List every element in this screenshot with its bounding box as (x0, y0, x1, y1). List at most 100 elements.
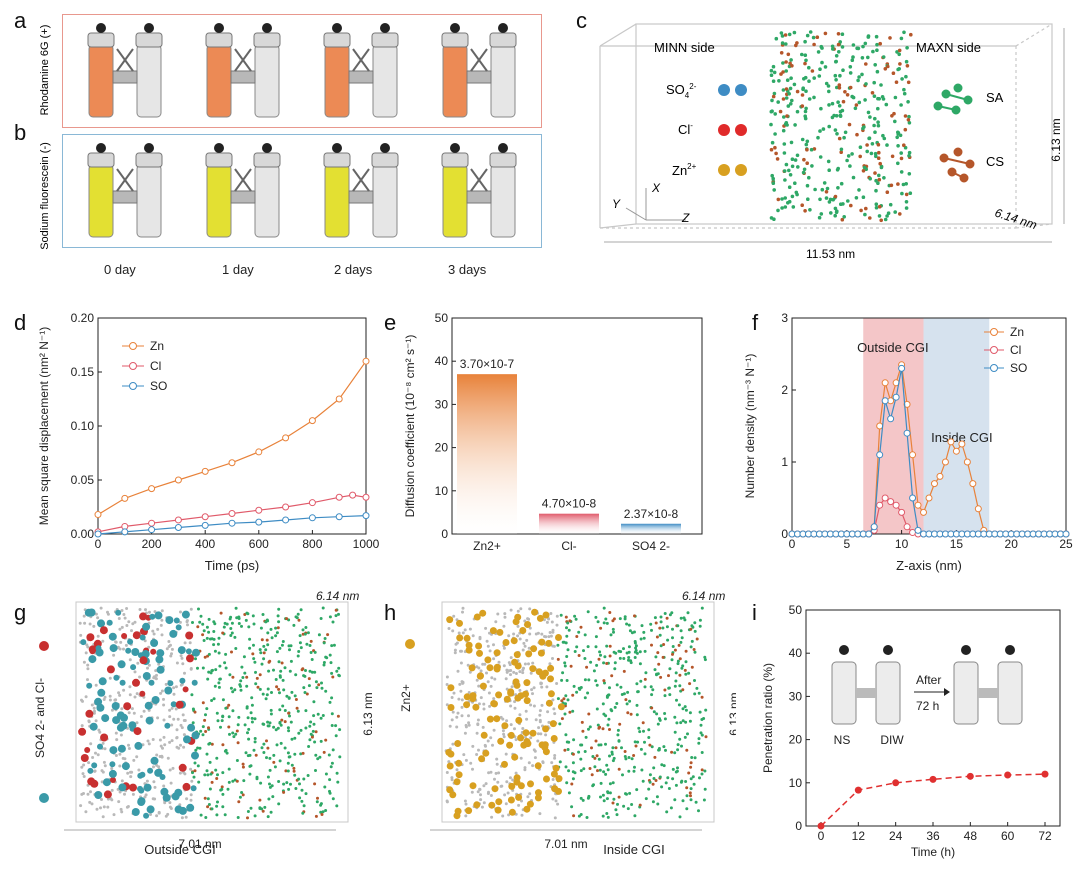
atom (164, 682, 168, 686)
polymer-atom (836, 166, 840, 171)
atom (556, 697, 560, 701)
atom (175, 661, 179, 665)
atom (698, 710, 702, 714)
atom (261, 692, 265, 696)
atom (652, 777, 656, 780)
atom (534, 632, 538, 636)
polymer-atom (871, 49, 875, 54)
atom (179, 723, 183, 727)
ion (146, 805, 155, 814)
legend-marker (129, 362, 137, 370)
atom (114, 731, 118, 735)
atom (152, 632, 156, 636)
atom (256, 685, 260, 689)
x-tick-label: 12 (852, 829, 866, 843)
atom (664, 781, 668, 785)
atom (700, 768, 704, 772)
atom (540, 681, 543, 685)
atom (614, 808, 618, 812)
atom (579, 757, 583, 761)
polymer-atom (810, 69, 815, 73)
atom (235, 729, 239, 733)
dim-z-text: 6.14 nm (316, 589, 359, 603)
atom (292, 769, 296, 773)
atom (178, 620, 182, 624)
polymer-atom (906, 80, 911, 85)
polymer-atom (804, 89, 808, 93)
polymer-atom (826, 159, 831, 164)
polymer-atom (784, 96, 789, 100)
atom (252, 622, 256, 626)
atom (566, 621, 570, 625)
atom (519, 607, 523, 611)
left-cap (205, 32, 233, 48)
atom (244, 751, 248, 755)
atom (253, 717, 257, 721)
atom (475, 731, 479, 735)
atom (643, 740, 646, 744)
polymer-atom (822, 181, 827, 185)
atom (604, 714, 608, 718)
polymer-atom (779, 31, 784, 35)
polymer-atom (866, 35, 871, 39)
ion (529, 665, 537, 673)
polymer-atom (769, 109, 774, 114)
data-point (148, 519, 156, 527)
atom (317, 683, 321, 687)
atom (625, 622, 629, 626)
right-cap (371, 152, 399, 168)
polymer-atom (837, 86, 842, 90)
atom (513, 727, 516, 731)
atom (248, 772, 252, 776)
ion (164, 722, 171, 729)
panel-c-label: c (576, 8, 587, 33)
legend-label: Zn (1010, 325, 1024, 339)
ion (187, 723, 196, 732)
after-label: After (916, 673, 941, 687)
polymer-atom (904, 74, 908, 79)
atom (223, 813, 227, 817)
atom (643, 677, 647, 681)
dim-y-text: 6.13 nm (1049, 118, 1063, 161)
atom (547, 720, 551, 724)
atom (691, 775, 695, 779)
atom (605, 621, 609, 625)
atom (628, 629, 632, 633)
polymer-atom (908, 191, 913, 195)
atom (692, 648, 696, 651)
polymer-atom (787, 185, 792, 189)
atom (180, 726, 184, 730)
box-back (441, 601, 715, 823)
atom (254, 670, 257, 674)
atom (316, 796, 319, 800)
ion (141, 650, 150, 658)
atom (219, 611, 223, 615)
axis-x-label: X (651, 181, 661, 195)
atom (221, 631, 225, 635)
right-cap (135, 152, 163, 168)
polymer-atom (828, 197, 833, 202)
ion (118, 783, 127, 792)
clamp-line (116, 168, 134, 192)
data-point (966, 772, 974, 780)
atom (514, 771, 518, 775)
connector (856, 688, 876, 698)
atom (228, 617, 232, 621)
y-axis-label: Number density (nm⁻³ N⁻¹) (743, 354, 757, 499)
atom (199, 813, 203, 817)
atom (638, 662, 642, 666)
atom (245, 675, 249, 679)
polymer-atom (778, 109, 783, 114)
polymer-atom (853, 106, 858, 111)
atom (461, 681, 465, 685)
atom (81, 772, 85, 776)
polymer-atom (860, 72, 864, 77)
atom (625, 651, 629, 655)
atom (640, 768, 644, 772)
ion (543, 775, 550, 783)
atom (460, 714, 464, 718)
atom (583, 633, 587, 637)
atom (227, 767, 231, 771)
atom (538, 713, 542, 717)
